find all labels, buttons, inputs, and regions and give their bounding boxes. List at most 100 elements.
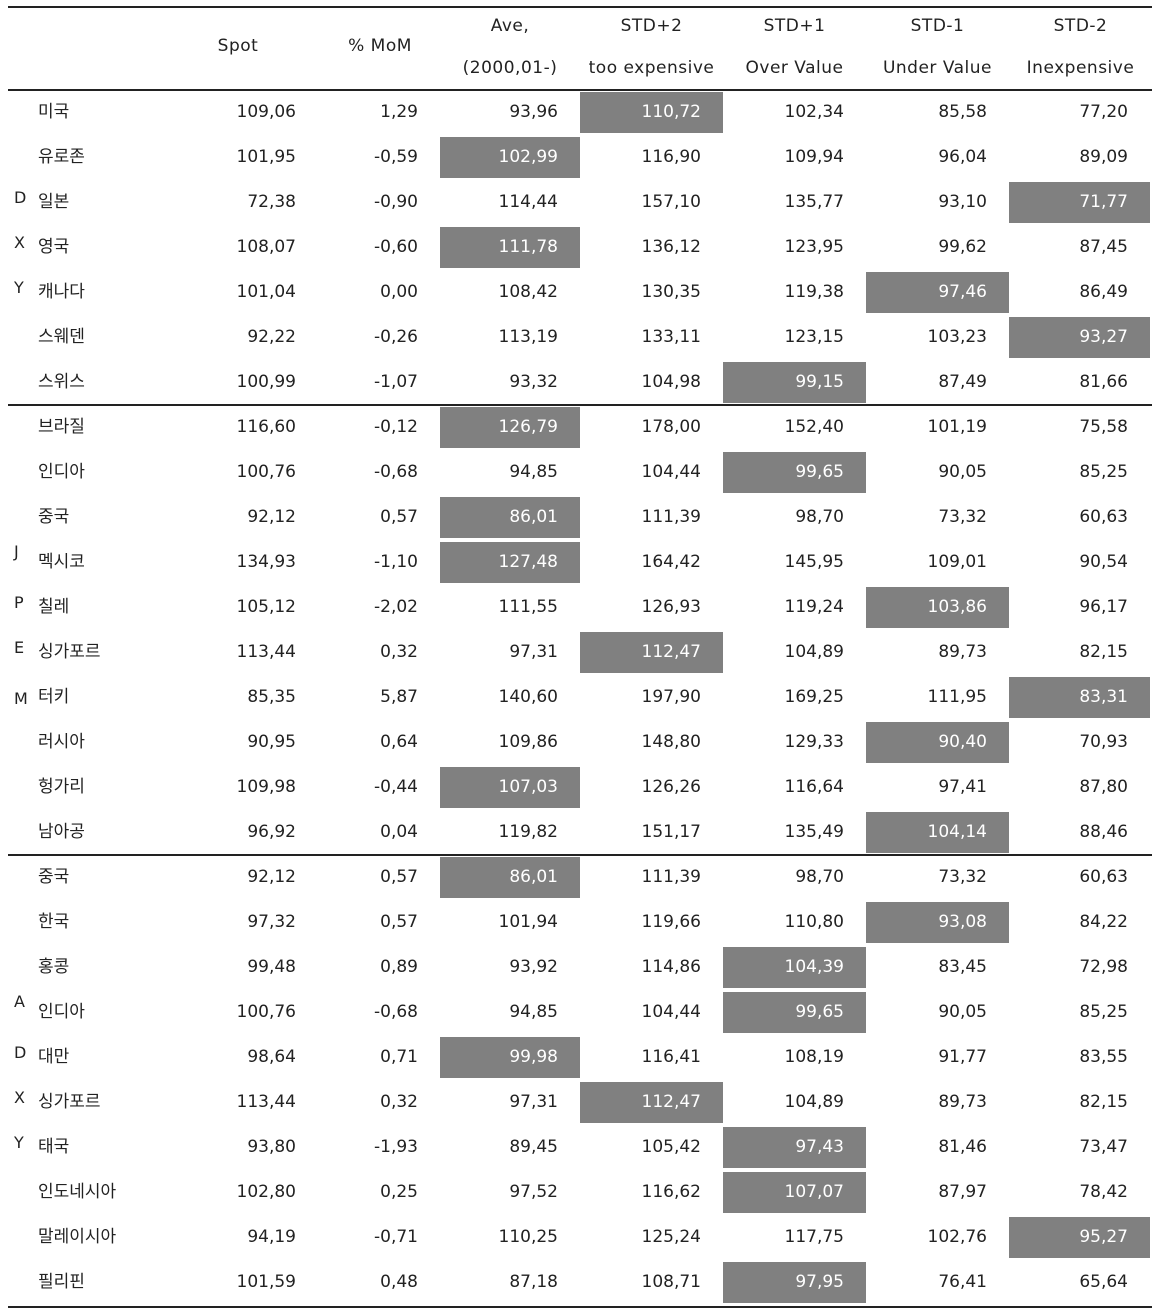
- cell-m2: 81,66: [1079, 372, 1128, 392]
- cell-spot: 96,92: [247, 822, 296, 842]
- cell-mom: -0,68: [374, 462, 418, 482]
- table-row: 중국 92,12 0,57 86,01 111,39 98,70 73,32 60,63: [8, 855, 1152, 900]
- cell-spot: 109,06: [236, 102, 296, 122]
- header-std-plus1-line2: Over Value: [745, 58, 844, 78]
- cell-ave: 109,86: [498, 732, 558, 752]
- cell-m1: 91,77: [938, 1047, 987, 1067]
- group-side-label: J: [14, 542, 19, 561]
- cell-m2: 93,27: [1009, 317, 1150, 358]
- cell-spot: 102,80: [236, 1182, 296, 1202]
- cell-p1: 117,75: [784, 1227, 844, 1247]
- cell-p2: 105,42: [641, 1137, 701, 1157]
- cell-p1: 119,38: [784, 282, 844, 302]
- cell-m1: 90,05: [938, 462, 987, 482]
- cell-ave: 140,60: [498, 687, 558, 707]
- cell-m2: 83,31: [1009, 677, 1150, 718]
- top-rule: [8, 6, 1152, 8]
- cell-ave: 87,18: [509, 1272, 558, 1292]
- cell-ave: 114,44: [498, 192, 558, 212]
- cell-m2: 83,55: [1079, 1047, 1128, 1067]
- table-row: 중국 92,12 0,57 86,01 111,39 98,70 73,32 60,63: [8, 495, 1152, 540]
- country-name: 홍콩: [38, 957, 70, 977]
- cell-p1: 98,70: [795, 867, 844, 887]
- group-side-label: Y: [14, 1133, 24, 1152]
- cell-spot: 94,19: [247, 1227, 296, 1247]
- header-spot: Spot: [217, 36, 259, 56]
- header-rule: [8, 89, 1152, 91]
- cell-ave: 86,01: [440, 857, 580, 898]
- cell-mom: 0,64: [380, 732, 418, 752]
- cell-m1: 96,04: [938, 147, 987, 167]
- cell-p1: 152,40: [784, 417, 844, 437]
- cell-spot: 108,07: [236, 237, 296, 257]
- group-side-label: P: [14, 593, 24, 612]
- cell-m1: 73,32: [938, 507, 987, 527]
- cell-p1: 108,19: [784, 1047, 844, 1067]
- country-name: 러시아: [38, 732, 85, 752]
- group-side-label: X: [14, 233, 25, 252]
- header-ave-line1: Ave,: [490, 16, 530, 36]
- cell-p1: 110,80: [784, 912, 844, 932]
- cell-m1: 101,19: [927, 417, 987, 437]
- cell-p2: 116,62: [641, 1182, 701, 1202]
- cell-p2: 116,41: [641, 1047, 701, 1067]
- cell-mom: -0,12: [374, 417, 418, 437]
- cell-ave: 111,55: [498, 597, 558, 617]
- cell-m2: 82,15: [1079, 1092, 1128, 1112]
- cell-ave: 111,78: [440, 227, 580, 268]
- cell-m2: 78,42: [1079, 1182, 1128, 1202]
- cell-m2: 71,77: [1009, 182, 1150, 223]
- table-row: 인도네시아 102,80 0,25 97,52 116,62 107,07 87,97 78,…: [8, 1170, 1152, 1215]
- cell-m1: 87,49: [938, 372, 987, 392]
- cell-p1: 116,64: [784, 777, 844, 797]
- country-name: 필리핀: [38, 1272, 85, 1292]
- cell-p2: 164,42: [641, 552, 701, 572]
- cell-m1: 103,86: [866, 587, 1009, 628]
- cell-p2: 111,39: [641, 867, 701, 887]
- country-name: 일본: [38, 192, 70, 212]
- cell-p2: 133,11: [641, 327, 701, 347]
- cell-spot: 92,22: [247, 327, 296, 347]
- country-name: 대만: [38, 1047, 70, 1067]
- cell-mom: 0,89: [380, 957, 418, 977]
- table-row: 말레이시아 94,19 -0,71 110,25 125,24 117,75 102,76 9…: [8, 1215, 1152, 1260]
- header-std-minus2-line1: STD-2: [1053, 16, 1108, 36]
- cell-spot: 109,98: [236, 777, 296, 797]
- cell-p2: 136,12: [641, 237, 701, 257]
- cell-p2: 104,44: [641, 462, 701, 482]
- cell-p2: 104,44: [641, 1002, 701, 1022]
- cell-spot: 85,35: [247, 687, 296, 707]
- group-side-label: Y: [14, 278, 24, 297]
- cell-m1: 81,46: [938, 1137, 987, 1157]
- cell-p2: 112,47: [580, 632, 723, 673]
- cell-mom: -0,90: [374, 192, 418, 212]
- cell-p1: 104,39: [723, 947, 866, 988]
- table-row: 싱가포르 X 113,44 0,32 97,31 112,47 104,89 89,73 82,…: [8, 1080, 1152, 1125]
- cell-mom: 0,25: [380, 1182, 418, 1202]
- cell-m1: 89,73: [938, 1092, 987, 1112]
- cell-p1: 145,95: [784, 552, 844, 572]
- cell-spot: 116,60: [236, 417, 296, 437]
- cell-ave: 102,99: [440, 137, 580, 178]
- cell-mom: 0,00: [380, 282, 418, 302]
- table-row: 칠레 P 105,12 -2,02 111,55 126,93 119,24 103,86 96…: [8, 585, 1152, 630]
- cell-m2: 65,64: [1079, 1272, 1128, 1292]
- cell-ave: 119,82: [498, 822, 558, 842]
- cell-p1: 98,70: [795, 507, 844, 527]
- cell-spot: 98,64: [247, 1047, 296, 1067]
- cell-mom: 0,57: [380, 507, 418, 527]
- country-name: 싱가포르: [38, 1092, 101, 1112]
- cell-ave: 93,92: [509, 957, 558, 977]
- table-row: 브라질 116,60 -0,12 126,79 178,00 152,40 101,19 75…: [8, 405, 1152, 450]
- cell-m2: 85,25: [1079, 1002, 1128, 1022]
- table-row: 스웨덴 92,22 -0,26 113,19 133,11 123,15 103,23 93,…: [8, 315, 1152, 360]
- cell-m1: 90,40: [866, 722, 1009, 763]
- country-name: 미국: [38, 102, 70, 122]
- table-row: 홍콩 99,48 0,89 93,92 114,86 104,39 83,45 72,98: [8, 945, 1152, 990]
- cell-m2: 73,47: [1079, 1137, 1128, 1157]
- cell-mom: 5,87: [380, 687, 418, 707]
- cell-ave: 93,96: [509, 102, 558, 122]
- cell-p1: 135,77: [784, 192, 844, 212]
- cell-p1: 104,89: [784, 1092, 844, 1112]
- cell-spot: 113,44: [236, 1092, 296, 1112]
